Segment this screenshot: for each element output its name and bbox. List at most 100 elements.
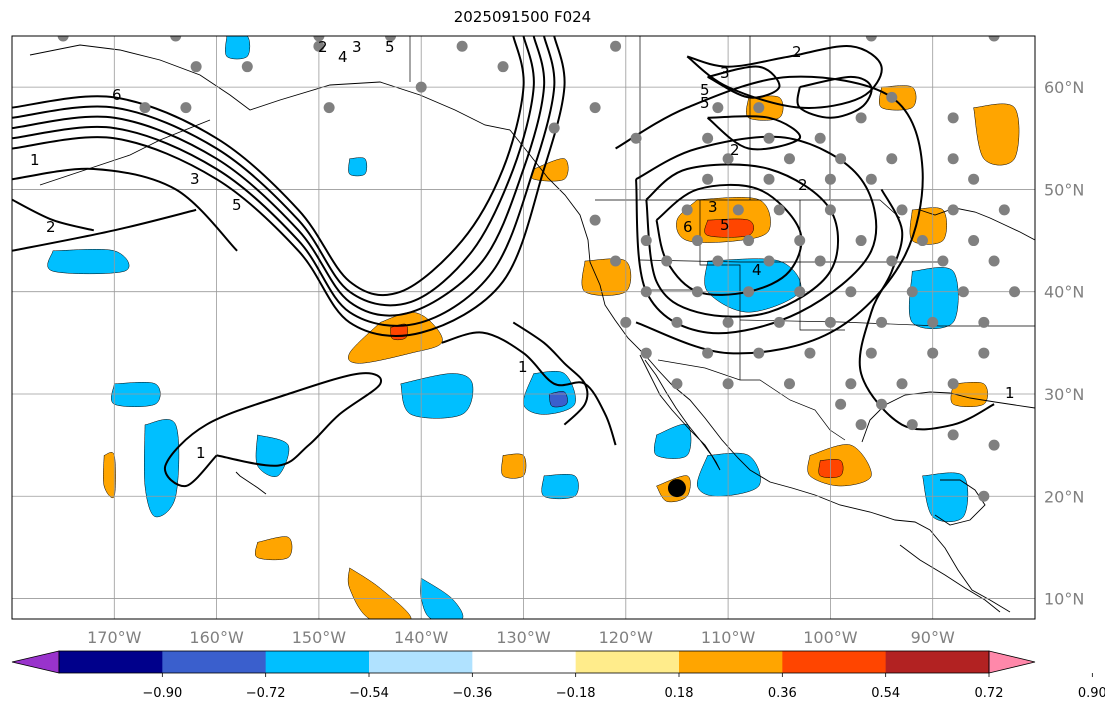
contour-label: 3 bbox=[352, 38, 362, 56]
coastline-baja bbox=[639, 354, 721, 471]
station-dot bbox=[691, 286, 703, 298]
contour-label: 5 bbox=[700, 94, 710, 112]
contour-label: 5 bbox=[385, 38, 395, 56]
station-dot bbox=[385, 36, 397, 42]
station-dot bbox=[845, 286, 857, 298]
station-dot bbox=[671, 316, 683, 328]
station-dot bbox=[906, 286, 918, 298]
contour-label: 4 bbox=[338, 48, 348, 66]
anomaly-region bbox=[255, 536, 293, 561]
colorbar-extend-low bbox=[11, 650, 60, 674]
colorbar-segment bbox=[162, 651, 267, 673]
contour-line bbox=[686, 45, 883, 109]
lon-tick-label: 160°W bbox=[189, 628, 244, 647]
station-dot bbox=[978, 490, 990, 502]
anomaly-region bbox=[111, 382, 161, 407]
coastline-alaska bbox=[29, 44, 511, 131]
station-dot bbox=[170, 36, 182, 42]
station-dot bbox=[241, 61, 253, 73]
station-dot bbox=[313, 40, 325, 52]
contour-label: 3 bbox=[190, 170, 200, 188]
contour-label: 5 bbox=[232, 196, 242, 214]
lon-tick-label: 120°W bbox=[599, 628, 654, 647]
latitude-axis: 10°N 20°N 30°N 40°N 50°N 60°N bbox=[1044, 78, 1084, 608]
colorbar-segment bbox=[575, 651, 680, 673]
station-dots bbox=[57, 36, 1021, 502]
station-dot bbox=[927, 347, 939, 359]
colorbar-segment bbox=[59, 651, 163, 673]
station-dot bbox=[947, 204, 959, 216]
station-dot bbox=[968, 173, 980, 185]
station-dot bbox=[702, 173, 714, 185]
contour-line bbox=[12, 208, 197, 252]
contour-label: 6 bbox=[112, 86, 122, 104]
station-dot bbox=[763, 255, 775, 267]
lat-tick-label: 40°N bbox=[1044, 283, 1084, 302]
anomaly-region bbox=[950, 382, 988, 407]
station-dot bbox=[630, 132, 642, 144]
contour-label: 6 bbox=[683, 218, 693, 236]
station-dot bbox=[978, 347, 990, 359]
anomaly-region bbox=[697, 452, 761, 497]
station-dot bbox=[661, 255, 673, 267]
station-dot bbox=[180, 102, 192, 114]
lat-tick-label: 10°N bbox=[1044, 590, 1084, 609]
station-dot bbox=[896, 204, 908, 216]
colorbar-segment bbox=[265, 651, 370, 673]
filled-anomaly-layer bbox=[47, 36, 1020, 619]
lat-tick-label: 50°N bbox=[1044, 180, 1084, 199]
station-dot bbox=[589, 214, 601, 226]
station-dot bbox=[927, 316, 939, 328]
station-dot bbox=[947, 429, 959, 441]
station-dot bbox=[886, 153, 898, 165]
station-dot bbox=[865, 173, 877, 185]
contour-label: 1 bbox=[30, 151, 40, 169]
contour-line bbox=[12, 198, 95, 232]
station-dot bbox=[855, 112, 867, 124]
colorbar-extend-high bbox=[988, 650, 1036, 674]
plot-frame bbox=[11, 35, 1036, 620]
station-dot bbox=[323, 102, 335, 114]
station-dot bbox=[753, 102, 765, 114]
station-dot bbox=[876, 316, 888, 328]
contour-label: 5 bbox=[720, 216, 730, 234]
contour-line bbox=[707, 65, 781, 99]
chart-title: 2025091500 F024 bbox=[453, 8, 592, 26]
anomaly-region bbox=[400, 373, 474, 419]
station-dot bbox=[620, 316, 632, 328]
contour-line bbox=[12, 36, 556, 327]
station-dot bbox=[835, 398, 847, 410]
station-dot bbox=[886, 255, 898, 267]
lat-tick-label: 60°N bbox=[1044, 78, 1084, 97]
colorbar-tick-label: 0.90 bbox=[1078, 686, 1105, 701]
station-dot bbox=[947, 378, 959, 390]
contour-line bbox=[858, 188, 995, 431]
station-dot bbox=[886, 91, 898, 103]
station-dot bbox=[743, 235, 755, 247]
colorbar-tick-label: −0.72 bbox=[246, 686, 286, 701]
anomaly-region bbox=[654, 423, 692, 459]
station-dot bbox=[640, 286, 652, 298]
lon-tick-label: 110°W bbox=[701, 628, 756, 647]
station-dot bbox=[671, 378, 683, 390]
colorbar-tick-label: −0.54 bbox=[349, 686, 389, 701]
anomaly-region bbox=[501, 453, 527, 479]
contour-label: 2 bbox=[792, 43, 802, 61]
lon-tick-label: 100°W bbox=[803, 628, 858, 647]
station-dot bbox=[702, 132, 714, 144]
contour-label: 2 bbox=[46, 218, 56, 236]
contour-line bbox=[12, 167, 238, 252]
station-dot bbox=[978, 316, 990, 328]
coastline-hawaii bbox=[235, 471, 267, 495]
station-dot bbox=[640, 235, 652, 247]
anomaly-region bbox=[973, 103, 1020, 166]
station-dot bbox=[794, 235, 806, 247]
station-dot bbox=[947, 112, 959, 124]
anomaly-region bbox=[746, 95, 784, 121]
station-dot bbox=[783, 153, 795, 165]
station-dot bbox=[763, 132, 775, 144]
colorbar-tick-label: 0.18 bbox=[665, 686, 694, 701]
contour-line bbox=[12, 36, 535, 307]
anomaly-region bbox=[348, 157, 368, 177]
